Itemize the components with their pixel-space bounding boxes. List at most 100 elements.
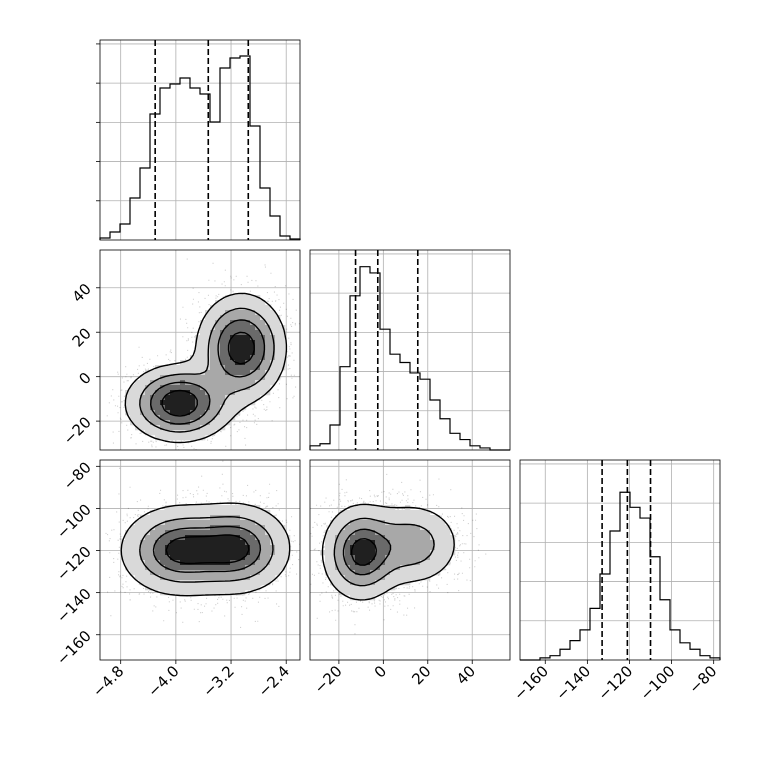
density-cell xyxy=(140,550,146,556)
density-cell xyxy=(450,545,456,551)
density-cell xyxy=(145,405,151,411)
density-cell xyxy=(185,530,191,536)
density-cell xyxy=(135,540,141,546)
density-cell xyxy=(145,400,151,406)
density-cell xyxy=(195,340,201,346)
density-cell xyxy=(230,370,236,376)
density-cell xyxy=(145,525,151,531)
density-cell xyxy=(345,560,351,566)
density-cell xyxy=(130,525,136,531)
density-cell xyxy=(355,550,361,556)
density-cell xyxy=(425,530,431,536)
density-cell xyxy=(205,555,211,561)
density-cell xyxy=(280,560,286,566)
density-cell xyxy=(410,570,416,576)
density-cell xyxy=(245,310,251,316)
joint-content xyxy=(310,460,510,660)
density-cell xyxy=(170,420,176,426)
density-cell xyxy=(130,400,136,406)
density-cell xyxy=(225,305,231,311)
density-cell xyxy=(225,355,231,361)
density-cell xyxy=(265,580,271,586)
density-cell xyxy=(140,565,146,571)
density-cell xyxy=(435,525,441,531)
density-cell xyxy=(240,395,246,401)
density-cell xyxy=(185,365,191,371)
density-cell xyxy=(175,375,181,381)
density-cell xyxy=(415,570,421,576)
density-cell xyxy=(220,515,226,521)
density-cell xyxy=(145,410,151,416)
density-cell xyxy=(275,345,281,351)
density-cell xyxy=(180,375,186,381)
density-cell xyxy=(400,570,406,576)
density-cell xyxy=(145,420,151,426)
density-cell xyxy=(140,380,146,386)
density-cell xyxy=(255,345,261,351)
density-cell xyxy=(335,540,341,546)
density-cell xyxy=(195,385,201,391)
x-tick-label-p2-1: −20 xyxy=(311,662,346,697)
density-cell xyxy=(150,425,156,431)
density-cell xyxy=(400,525,406,531)
density-cell xyxy=(360,545,366,551)
density-cell xyxy=(210,340,216,346)
density-cell xyxy=(210,380,216,386)
density-cell xyxy=(250,325,256,331)
density-cell xyxy=(140,570,146,576)
density-cell xyxy=(265,385,271,391)
density-cell xyxy=(275,540,281,546)
density-cell xyxy=(245,510,251,516)
density-cell xyxy=(270,365,276,371)
density-cell xyxy=(330,580,336,586)
density-cell xyxy=(390,550,396,556)
density-cell xyxy=(260,360,266,366)
density-cell xyxy=(185,565,191,571)
density-cell xyxy=(150,390,156,396)
density-cell xyxy=(145,580,151,586)
density-cell xyxy=(395,520,401,526)
density-cell xyxy=(280,340,286,346)
density-cell xyxy=(150,385,156,391)
density-cell xyxy=(350,525,356,531)
density-cell xyxy=(190,425,196,431)
density-cell xyxy=(125,540,131,546)
density-cell xyxy=(190,575,196,581)
density-cell xyxy=(145,390,151,396)
density-cell xyxy=(135,545,141,551)
density-cell xyxy=(410,515,416,521)
density-cell xyxy=(190,565,196,571)
density-cell xyxy=(250,555,256,561)
density-cell xyxy=(420,545,426,551)
density-cell xyxy=(200,425,206,431)
density-cell xyxy=(215,375,221,381)
density-cell xyxy=(145,430,151,436)
density-cell xyxy=(240,360,246,366)
density-cell xyxy=(160,530,166,536)
density-cell xyxy=(340,570,346,576)
density-cell xyxy=(425,525,431,531)
density-cell xyxy=(250,295,256,301)
density-cell xyxy=(385,570,391,576)
density-cell xyxy=(190,510,196,516)
density-cell xyxy=(130,555,136,561)
density-cell xyxy=(195,350,201,356)
density-cell xyxy=(195,575,201,581)
density-cell xyxy=(355,580,361,586)
density-cell xyxy=(360,525,366,531)
density-cell xyxy=(220,580,226,586)
density-cell xyxy=(265,535,271,541)
density-cell xyxy=(260,580,266,586)
density-cell xyxy=(165,365,171,371)
density-cell xyxy=(445,535,451,541)
density-cell xyxy=(130,395,136,401)
density-cell xyxy=(175,415,181,421)
density-cell xyxy=(395,530,401,536)
y-tick-label-p3-4: −100 xyxy=(53,501,95,543)
density-cell xyxy=(355,530,361,536)
density-cell xyxy=(365,510,371,516)
density-cell xyxy=(180,405,186,411)
density-cell xyxy=(355,575,361,581)
density-cell xyxy=(170,415,176,421)
density-cell xyxy=(370,510,376,516)
